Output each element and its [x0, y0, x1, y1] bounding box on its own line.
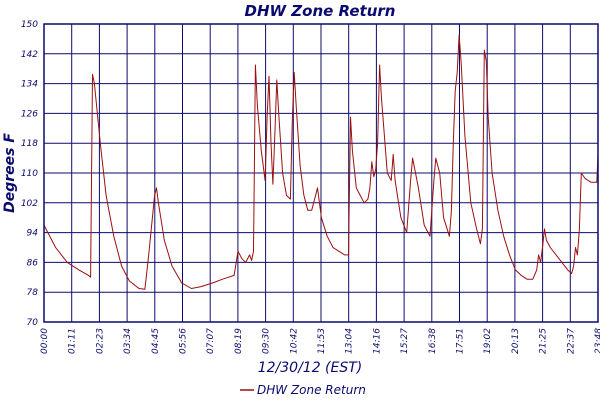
- x-tick-label: 01:11: [68, 328, 78, 354]
- y-tick-label: 118: [21, 139, 38, 149]
- x-tick-labels: 00:00 01:11 02:23 03:34 04:45 05:56 07:07 08:19…: [40, 328, 600, 354]
- y-tick-label: 110: [21, 169, 38, 179]
- x-tick-label: 17:51: [456, 328, 466, 354]
- y-tick-label: 142: [21, 50, 38, 60]
- y-tick-label: 150: [21, 20, 38, 30]
- x-tick-label: 00:00: [40, 328, 50, 354]
- x-tick-label: 11:53: [317, 328, 327, 354]
- x-tick-label: 22:37: [566, 328, 576, 354]
- legend: DHW Zone Return: [240, 383, 366, 397]
- y-tick-labels: 70 78 86 94 102 110 118 126 134 142 150: [21, 20, 38, 328]
- x-tick-label: 10:42: [289, 328, 299, 354]
- x-tick-label: 03:34: [123, 328, 133, 354]
- x-tick-label: 07:07: [206, 328, 216, 354]
- y-tick-label: 70: [27, 318, 39, 328]
- x-tick-label: 04:45: [151, 328, 161, 354]
- x-tick-label: 20:13: [511, 328, 521, 354]
- chart-title: DHW Zone Return: [245, 2, 396, 20]
- legend-label: DHW Zone Return: [257, 383, 366, 397]
- x-axis-label: 12/30/12 (EST): [258, 360, 363, 376]
- x-tick-label: 08:19: [234, 328, 244, 354]
- y-tick-label: 102: [21, 199, 38, 209]
- y-tick-label: 86: [27, 258, 39, 268]
- x-tick-label: 09:30: [262, 328, 272, 354]
- y-tick-label: 134: [21, 80, 38, 90]
- series-layer: [43, 34, 599, 290]
- x-tick-label: 02:23: [95, 328, 105, 354]
- x-tick-label: 05:56: [179, 328, 189, 354]
- x-tick-label: 16:38: [428, 328, 438, 354]
- x-tick-label: 13:04: [345, 328, 355, 354]
- y-tick-label: 94: [27, 229, 39, 239]
- x-tick-label: 14:16: [372, 328, 382, 354]
- y-tick-label: 126: [21, 109, 38, 119]
- y-tick-label: 78: [27, 288, 39, 298]
- x-tick-label: 21:25: [539, 328, 549, 354]
- y-axis-label: Degrees F: [2, 133, 18, 213]
- x-tick-label: 23:48: [594, 328, 600, 354]
- plot-frame: [43, 23, 599, 323]
- x-tick-label: 19:02: [483, 328, 493, 354]
- series-line: [43, 34, 599, 290]
- x-tick-label: 15:27: [400, 328, 410, 354]
